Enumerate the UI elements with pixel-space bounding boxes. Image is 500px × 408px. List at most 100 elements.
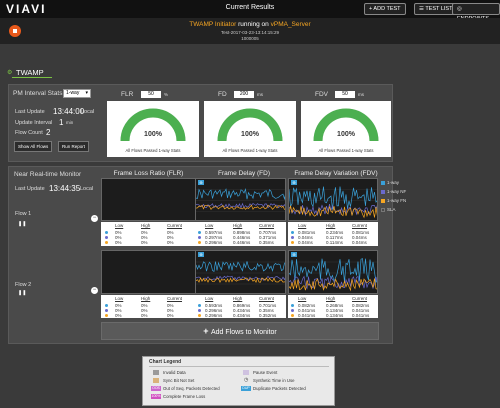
legend-synthetic-time: Synthetic Time in Use — [253, 378, 295, 383]
fd-gauge-value: 100% — [241, 131, 259, 138]
fdv-threshold-input[interactable]: 50 — [335, 91, 355, 98]
endpoints-button[interactable]: ◎ ENDPOINTS — [452, 3, 500, 22]
pm-update-interval-value: 1 — [59, 118, 64, 127]
viavi-logo: VIAVI — [6, 2, 47, 16]
session-id: Test-2017-03-23-13:14:15:29 — [220, 30, 280, 35]
nrt-monitor-panel: Near Real-time Monitor Last Update 13:44… — [8, 166, 406, 344]
top-bar: VIAVI Current Results + ADD TEST ☰ TEST … — [0, 0, 500, 22]
fdv-gauge-label: FDV — [315, 91, 328, 98]
flr-gauge-label: FLR — [121, 91, 134, 98]
zoom-icon[interactable]: ⊕ — [198, 180, 204, 185]
fdv-gauge-arc — [313, 108, 379, 142]
fdv-gauge-value: 100% — [337, 131, 355, 138]
fd-gauge-arc — [217, 108, 283, 142]
show-all-flows-button[interactable]: Show All Flows — [14, 141, 53, 152]
fd-threshold-unit: ms — [257, 92, 263, 97]
add-flows-button[interactable]: + Add Flows to Monitor — [101, 322, 379, 340]
nrt-last-update-zone: Local — [80, 186, 94, 192]
remove-flow-icon[interactable]: − — [91, 287, 98, 294]
flow-2-flr-chart — [101, 250, 196, 294]
pause-event-swatch — [243, 370, 249, 375]
flow-1-fd-wave — [196, 187, 285, 212]
flow-2-label: Flow 2 — [15, 282, 32, 288]
stop-test-button[interactable] — [9, 25, 21, 37]
plus-icon: + — [203, 326, 211, 336]
flow-2-fd-chart: ⊕ — [195, 250, 286, 294]
fd-gauge: FD 200 ms 100% All Flows Passed 1-way St… — [204, 89, 296, 159]
legend-duplicate: Duplicate Packets Detected — [253, 386, 306, 391]
flr-gauge-arc — [120, 108, 186, 142]
pm-last-update-value: 13:44:00 — [53, 107, 85, 116]
session-bar: TWAMP Initiator running on vPMA_Server T… — [0, 18, 500, 44]
fd-threshold-input[interactable]: 200 — [234, 91, 254, 98]
pm-flow-count-value: 2 — [46, 128, 51, 137]
fd-gauge-label: FD — [218, 91, 227, 98]
series-1way-line — [196, 187, 285, 201]
test-list-button[interactable]: ☰ TEST LIST — [414, 3, 458, 15]
flr-gauge-box: 100% All Flows Passed 1-way Stats — [107, 101, 199, 157]
chevron-down-icon: ▾ — [85, 90, 88, 96]
legend-complete-frame-loss: Complete Frame Loss — [163, 394, 206, 399]
divider — [149, 366, 329, 367]
zoom-icon[interactable]: ⊕ — [291, 180, 297, 185]
flow-1-fdv-chart: ⊕ — [288, 178, 378, 221]
series-1way-line — [289, 186, 377, 210]
pm-mode-select[interactable]: 1-way ▾ — [63, 89, 91, 98]
frame-loss-badge: 100% — [151, 394, 161, 399]
flow-2-fd-wave — [196, 261, 285, 285]
session-title: TWAMP Initiator running on vPMA_Server — [189, 21, 311, 28]
flr-threshold-unit: % — [164, 92, 169, 97]
fdv-column-title: Frame Delay Variation (FDV) — [294, 170, 378, 177]
flow-2-fd-stats: Low High Current 0.593ms 0.869ms 0.701ms… — [195, 295, 286, 318]
flr-column-title: Frame Loss Ratio (FLR) — [113, 170, 184, 177]
fd-column-title: Frame Delay (FD) — [217, 170, 270, 177]
series-1way-nf-line — [289, 204, 377, 217]
checkbox-icon — [381, 208, 385, 212]
pm-interval-panel: PM Interval Stats 1-way ▾ Last Update 13:… — [8, 84, 393, 162]
fdv-gauge-caption: All Flows Passed 1-way Stats — [318, 148, 374, 153]
series-1way-nf-line — [289, 275, 377, 290]
pause-icon[interactable]: ❚❚ — [18, 290, 27, 296]
fdv-gauge: FDV 50 ms 100% All Flows Passed 1-way St… — [301, 89, 391, 159]
flr-gauge: FLR 50 % 100% All Flows Passed 1-way Sta… — [107, 89, 199, 159]
fd-gauge-caption: All Flows Passed 1-way Stats — [222, 148, 278, 153]
series-1way-fn-line — [196, 276, 285, 284]
sync-bit-swatch — [153, 378, 159, 383]
flow-1-fd-stats: Low High Current 0.597ms 0.898ms 0.707ms… — [195, 222, 286, 246]
session-number: 1000005 — [241, 36, 259, 41]
flow-1-flr-stats: Low High Current 0% 0% 0% 0% 0% 0% 0% 0%… — [101, 222, 196, 246]
clock-icon: ◷ — [244, 377, 249, 383]
add-test-button[interactable]: + ADD TEST — [364, 3, 406, 15]
fd-gauge-box: 100% All Flows Passed 1-way Stats — [204, 101, 296, 157]
flow-2-fdv-chart: ⊕ — [288, 250, 378, 294]
pm-last-update-zone: Local — [81, 109, 95, 115]
flr-threshold-input[interactable]: 50 — [141, 91, 161, 98]
series-1way-line — [196, 261, 285, 273]
pause-icon[interactable]: ❚❚ — [18, 221, 27, 227]
tab-twamp[interactable]: TWAMP — [16, 68, 44, 77]
pm-last-update-label: Last Update — [15, 109, 45, 115]
legend-sync-bit: Sync Bit Not Set — [163, 378, 195, 383]
pm-update-interval-label: Update Interval — [15, 120, 53, 126]
chart-legend-title: Chart Legend — [149, 359, 182, 365]
globe-icon: ◎ — [457, 6, 462, 12]
fdv-gauge-box: 100% All Flows Passed 1-way Stats — [301, 101, 391, 157]
tab-underline — [12, 77, 52, 78]
run-report-button[interactable]: Run Report — [58, 141, 90, 152]
remove-flow-icon[interactable]: − — [91, 215, 98, 222]
series-1way-fn-line — [289, 278, 377, 292]
checkbox-icon — [381, 190, 385, 194]
list-icon: ☰ — [419, 6, 426, 12]
series-1way-nf-line — [196, 202, 285, 209]
flow-1-flr-chart — [101, 178, 196, 221]
flow-1-fdv-wave — [289, 186, 377, 219]
fdv-threshold-unit: ms — [358, 92, 364, 97]
oos-badge: OOS — [151, 386, 161, 391]
checkbox-icon — [381, 199, 385, 203]
pm-title: PM Interval Stats — [13, 90, 63, 97]
zoom-icon[interactable]: ⊕ — [198, 252, 204, 257]
invalid-data-swatch — [153, 370, 159, 375]
flr-gauge-caption: All Flows Passed 1-way Stats — [125, 148, 181, 153]
zoom-icon[interactable]: ⊕ — [291, 252, 297, 257]
flr-gauge-value: 100% — [144, 131, 162, 138]
